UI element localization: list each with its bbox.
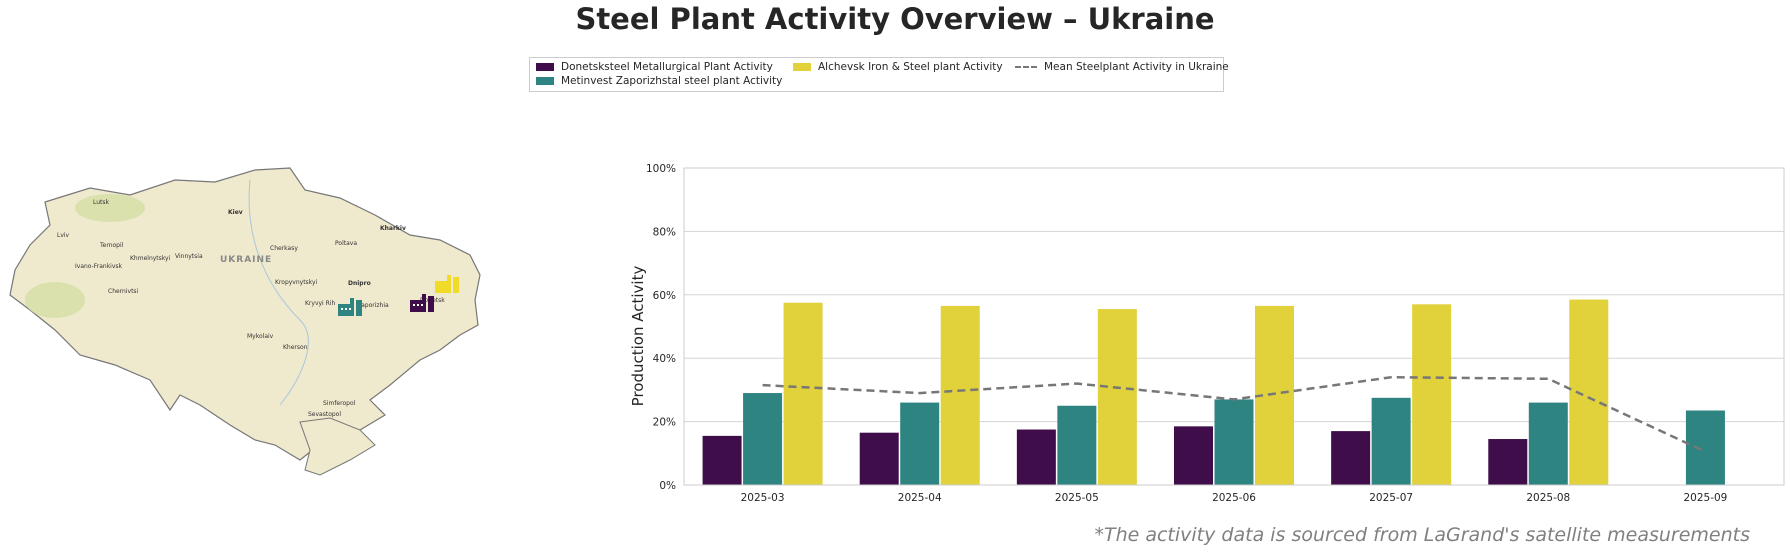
bar: [900, 402, 940, 485]
map-city-label: Lviv: [57, 232, 70, 239]
legend-label-zaporizhstal: Metinvest Zaporizhstal steel plant Activ…: [561, 75, 783, 87]
chart-axes: 0% 20% 40% 60% 80% 100% 2025-03 2025-04 2025-05 2…: [646, 163, 1785, 504]
bar: [1097, 309, 1137, 485]
x-tick-label: 2025-04: [898, 492, 942, 504]
map-city-label: Sevastopol: [308, 411, 341, 418]
y-tick-label: 100%: [646, 163, 676, 175]
legend-label-mean: Mean Steelplant Activity in Ukraine: [1044, 61, 1229, 73]
bar: [1371, 397, 1411, 485]
bar: [1214, 399, 1254, 485]
bar: [1685, 410, 1725, 485]
bar: [702, 435, 742, 485]
chart-legend: Donetsksteel Metallurgical Plant Activit…: [529, 57, 1229, 92]
map-city-label: Vinnytsia: [175, 253, 203, 260]
factory-icon-alchevsk: [435, 275, 459, 293]
map-city-label: Ternopil: [99, 242, 124, 249]
plot-frame: [683, 167, 1785, 486]
map-city-label: Mykolaiv: [247, 333, 274, 340]
river-dnieper: [248, 179, 309, 406]
legend-item-zaporizhstal: Metinvest Zaporizhstal steel plant Activ…: [536, 75, 782, 87]
x-tick-label: 2025-09: [1683, 492, 1727, 504]
bar: [1057, 405, 1097, 485]
page-title: Steel Plant Activity Overview – Ukraine: [575, 2, 1215, 36]
map-city-label: Kropyvnytskyi: [275, 279, 317, 286]
ukraine-map-svg: Lutsk Kiev Kharkiv Lviv Ternopil Poltava…: [9, 167, 481, 476]
bar: [1331, 431, 1371, 485]
bar: [1488, 439, 1528, 485]
legend-item-donetsksteel: Donetsksteel Metallurgical Plant Activit…: [536, 61, 773, 73]
y-tick-label: 40%: [653, 353, 676, 365]
chart-bars: [702, 299, 1725, 485]
factory-icon-donetsksteel: [410, 294, 434, 312]
y-tick-label: 60%: [653, 290, 676, 302]
map-city-label: Ivano-Frankivsk: [75, 263, 123, 270]
map-city-label: Lutsk: [93, 199, 110, 206]
map-city-label: Dnipro: [348, 280, 371, 287]
legend-swatch-zaporizhstal: [536, 77, 554, 85]
map-city-label: Chernivtsi: [108, 288, 139, 295]
map-city-label: Kiev: [228, 209, 243, 216]
bar: [1569, 299, 1609, 485]
legend-item-mean: Mean Steelplant Activity in Ukraine: [1015, 61, 1229, 73]
bar: [1412, 304, 1452, 485]
x-tick-label: 2025-05: [1055, 492, 1099, 504]
map-city-label: Khmelnytskyi: [130, 255, 171, 262]
bar: [1016, 429, 1056, 485]
factory-icon-zaporizhstal: [338, 298, 362, 316]
bar: [1174, 426, 1213, 485]
mean-activity-line: [762, 375, 1706, 453]
chart-mean-line: [762, 375, 1706, 453]
map-city-label: Kryvyi Rih: [305, 300, 335, 307]
bar: [940, 305, 980, 485]
bar: [859, 432, 899, 485]
map-city-label: Cherkasy: [270, 245, 298, 252]
y-axis-label: Production Activity: [629, 266, 647, 407]
bar: [1528, 402, 1568, 485]
bar: [783, 302, 823, 485]
map-city-label: Kharkiv: [380, 225, 406, 232]
map-city-label: Zaporizhia: [357, 302, 389, 309]
y-tick-label: 0%: [659, 480, 676, 492]
map-city-label: Poltava: [335, 240, 357, 247]
x-tick-label: 2025-03: [741, 492, 785, 504]
x-tick-label: 2025-07: [1369, 492, 1413, 504]
ukraine-outline: [9, 167, 481, 461]
data-source-footnote: *The activity data is sourced from LaGra…: [1094, 524, 1750, 546]
y-tick-label: 20%: [653, 417, 676, 429]
forest-area: [25, 282, 85, 318]
map-city-label: Kherson: [283, 344, 308, 351]
legend-swatch-donetsksteel: [536, 63, 554, 71]
crimea-outline: [299, 417, 376, 476]
x-tick-label: 2025-06: [1212, 492, 1256, 504]
forest-area: [75, 194, 145, 222]
legend-label-donetsksteel: Donetsksteel Metallurgical Plant Activit…: [561, 61, 773, 73]
y-tick-label: 80%: [653, 226, 676, 238]
ukraine-map: Lutsk Kiev Kharkiv Lviv Ternopil Poltava…: [0, 160, 490, 500]
legend-dash-mean: [1015, 66, 1037, 68]
legend-label-alchevsk: Alchevsk Iron & Steel plant Activity: [818, 61, 1003, 73]
map-city-label: Simferopol: [323, 400, 356, 407]
map-country-label: UKRAINE: [220, 255, 272, 265]
legend-swatch-alchevsk: [793, 63, 811, 71]
legend-item-alchevsk: Alchevsk Iron & Steel plant Activity: [793, 61, 1003, 73]
bar: [743, 393, 783, 485]
x-tick-label: 2025-08: [1526, 492, 1570, 504]
